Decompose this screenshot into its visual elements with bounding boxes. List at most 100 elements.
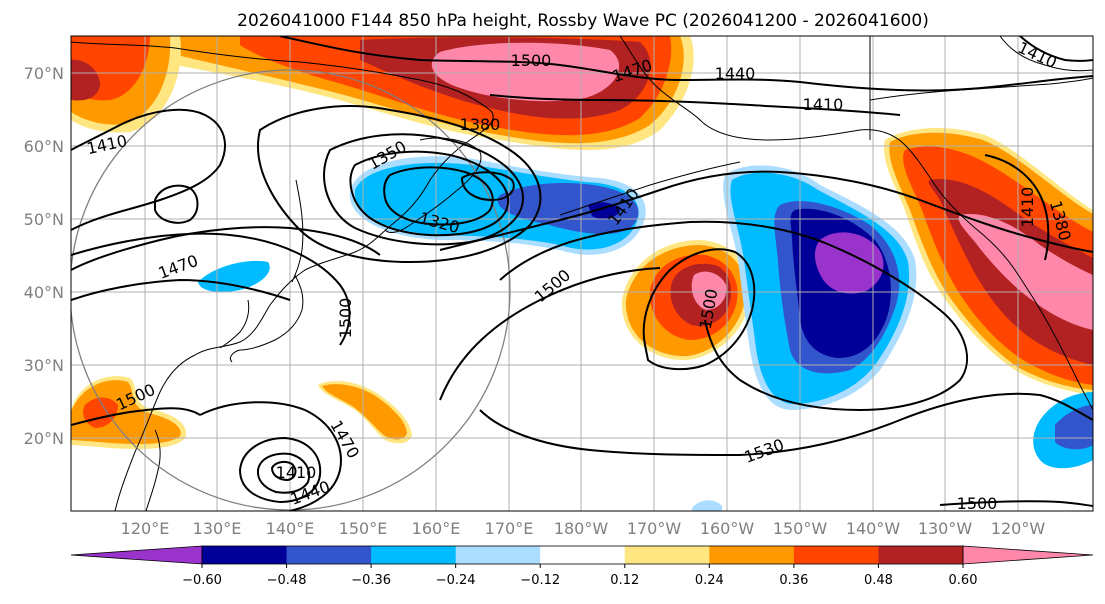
colorbar-tick-label: 0.12	[610, 573, 639, 588]
contour-label: 1410	[803, 95, 844, 114]
contour-line	[460, 171, 515, 202]
contour-label: 1500	[511, 51, 552, 70]
contour-label: 1440	[715, 64, 756, 83]
longitude-labels: 120°E 130°E 140°E 150°E 160°E 170°E 180°…	[121, 519, 1046, 538]
anomaly-negative-ne-pacific	[814, 232, 884, 294]
coastline-japan	[229, 274, 304, 363]
colorbar-segment	[455, 546, 541, 564]
longitude-label: 160°E	[412, 519, 461, 538]
colorbar-segment	[371, 546, 457, 564]
colorbar-segments	[202, 546, 964, 564]
contour-line	[499, 220, 969, 412]
longitude-label: 170°W	[627, 519, 682, 538]
anomaly-positive-central-pacific	[691, 271, 727, 310]
contour-line	[642, 248, 756, 371]
coastline-sakhalin	[291, 179, 304, 283]
coastline-asia	[71, 41, 494, 511]
colorbar-extend-high	[962, 545, 1094, 565]
contour-line	[984, 154, 1050, 261]
colorbar-tick-label: −0.24	[436, 573, 476, 588]
longitude-label: 130°W	[918, 519, 973, 538]
contour-line	[199, 401, 342, 511]
colorbar-tick-label: −0.12	[520, 573, 560, 588]
contour-label: 1500	[336, 298, 355, 339]
longitude-label: 150°E	[339, 519, 388, 538]
colorbar-segment	[540, 546, 626, 564]
latitude-labels: 70°N 60°N 50°N 40°N 30°N 20°N	[24, 64, 64, 448]
colorbar-segment	[709, 546, 795, 564]
coastline-taiwan-philippines	[145, 429, 161, 511]
contour-label: 1410	[276, 463, 317, 482]
map-frame: 1500 1470 1440 1410 1410 1410 1380 1350 …	[70, 35, 1094, 513]
contour-line	[71, 226, 381, 271]
anomaly-negative-kamchatka	[588, 202, 620, 219]
colorbar-tick-label: 0.24	[695, 573, 724, 588]
colorbar-tick-label: 0.60	[949, 573, 978, 588]
colorbar-extend-low	[70, 545, 203, 565]
latitude-label: 40°N	[24, 283, 64, 302]
map-content: 1500 1470 1440 1410 1410 1410 1380 1350 …	[71, 36, 1093, 513]
longitude-label: 180°W	[554, 519, 609, 538]
contour-label: 1500	[957, 494, 998, 513]
contour-line	[238, 436, 322, 504]
contour-label: 1380	[460, 115, 501, 134]
colorbar-segment	[878, 546, 964, 564]
colorbar-tick-label: 0.48	[864, 573, 893, 588]
latitude-label: 60°N	[24, 137, 64, 156]
contour-line	[1019, 36, 1093, 62]
colorbar-tick-label: −0.36	[351, 573, 391, 588]
contour-line	[323, 133, 524, 246]
map-border	[70, 35, 1094, 512]
colorbar-segment	[286, 546, 372, 564]
longitude-label: 170°E	[485, 519, 534, 538]
contour-line	[439, 170, 1093, 253]
longitude-label: 160°W	[700, 519, 755, 538]
colorbar-tick-label: −0.60	[182, 573, 222, 588]
contour-line	[71, 108, 226, 231]
contour-line	[439, 267, 661, 401]
latitude-label: 20°N	[24, 429, 64, 448]
contour-line	[270, 460, 297, 482]
contour-line	[154, 184, 199, 224]
coastline-aleutians	[559, 161, 741, 216]
grid-lines	[71, 36, 1093, 511]
colorbar-segment	[793, 546, 879, 564]
colorbar-tick-label: −0.48	[267, 573, 307, 588]
contour-line	[257, 105, 542, 264]
anomaly-negative-japan	[198, 260, 270, 292]
anomaly-positive-arctic	[431, 42, 620, 102]
contour-line	[939, 500, 1093, 507]
longitude-label: 130°E	[193, 519, 242, 538]
contour-line	[279, 36, 1093, 92]
height-contours	[71, 36, 1093, 511]
coastlines	[71, 36, 1093, 511]
contour-line	[383, 166, 494, 226]
latitude-label: 50°N	[24, 210, 64, 229]
coastline-kamchatka	[384, 137, 482, 233]
map-title: 2026041000 F144 850 hPa height, Rossby W…	[237, 11, 929, 31]
anomaly-negative-hawaii	[692, 500, 722, 511]
colorbar-outline	[201, 545, 964, 565]
contour-line	[71, 278, 291, 301]
colorbar: −0.60 −0.48 −0.36 −0.24 −0.12 0.12 0.24 0.36 0.4…	[70, 545, 1094, 588]
contour-line	[479, 392, 1093, 457]
contour-line	[256, 452, 310, 494]
anomaly-positive-northwest	[71, 59, 100, 101]
colorbar-tick-label: 0.36	[779, 573, 808, 588]
longitude-label: 140°W	[846, 519, 901, 538]
contour-line	[71, 232, 351, 346]
anomaly-positive-subtropical	[322, 384, 407, 440]
longitude-label: 140°E	[266, 519, 315, 538]
latitude-label: 70°N	[24, 64, 64, 83]
longitude-label: 120°W	[991, 519, 1046, 538]
latitude-label: 30°N	[24, 356, 64, 375]
coastline-korea	[219, 299, 250, 349]
coastline-canada-interior	[999, 36, 1093, 72]
anomaly-negative-kamchatka	[497, 183, 639, 235]
coastline-alaska	[619, 36, 1093, 411]
contour-line	[71, 407, 201, 426]
colorbar-segment	[624, 546, 710, 564]
colorbar-ticks: −0.60 −0.48 −0.36 −0.24 −0.12 0.12 0.24 0.36 0.4…	[182, 564, 977, 588]
contour-label: 1410	[1018, 187, 1037, 228]
contour-line	[349, 150, 510, 237]
